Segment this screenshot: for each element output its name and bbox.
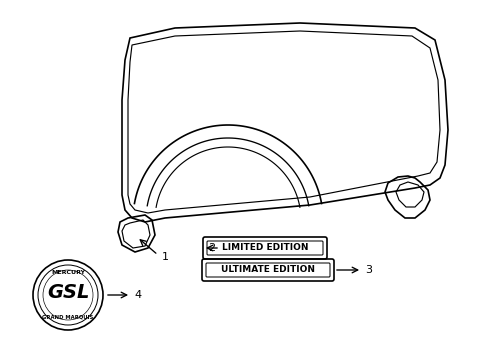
Text: GRAND MARQUIS: GRAND MARQUIS xyxy=(42,315,93,320)
Text: 1: 1 xyxy=(162,252,169,262)
Text: 4: 4 xyxy=(134,290,141,300)
Text: MERCURY: MERCURY xyxy=(51,270,85,275)
Text: ULTIMATE EDITION: ULTIMATE EDITION xyxy=(221,266,314,275)
Text: GSL: GSL xyxy=(47,284,89,302)
Text: 3: 3 xyxy=(364,265,371,275)
Text: 2: 2 xyxy=(207,243,215,253)
Text: LIMITED EDITION: LIMITED EDITION xyxy=(221,243,307,252)
